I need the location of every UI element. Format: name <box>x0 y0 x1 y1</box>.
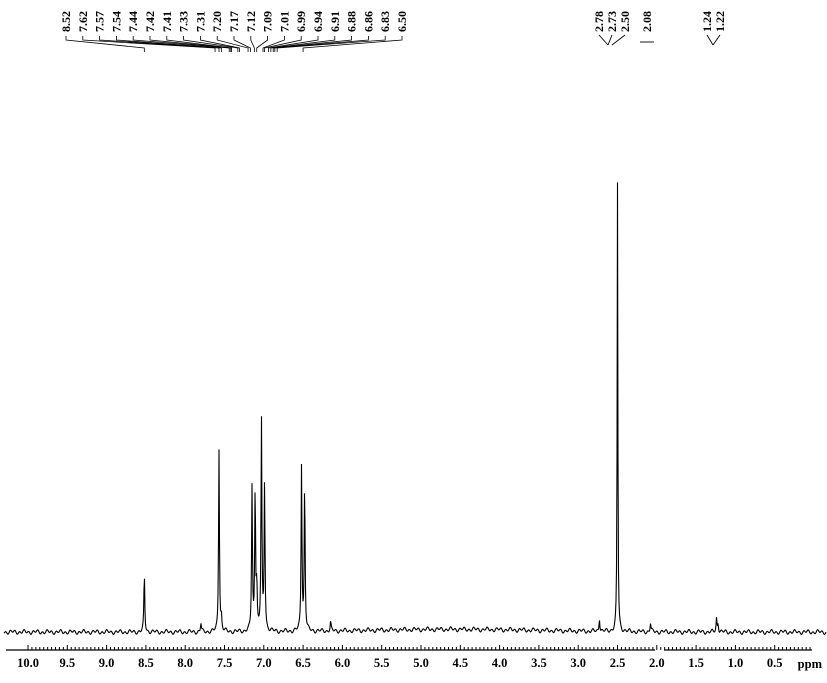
peak-leader-lines <box>65 34 721 52</box>
peak-leader-line <box>611 34 626 46</box>
peak-label: 7.12 <box>244 11 258 32</box>
peak-label: 7.54 <box>109 11 123 32</box>
x-tick-label: 7.0 <box>256 656 272 670</box>
peak-leader-line <box>216 36 249 52</box>
peak-label: 1.22 <box>713 11 727 32</box>
x-axis-unit-label: ppm <box>798 657 823 671</box>
peak-label: 7.33 <box>177 11 191 32</box>
x-tick-label: 6.0 <box>335 656 351 670</box>
peak-leader-line <box>166 36 232 52</box>
peak-leader-line <box>706 34 714 46</box>
x-tick-label: 1.5 <box>688 656 704 670</box>
x-tick-label: 3.5 <box>531 656 547 670</box>
peak-label: 7.09 <box>261 11 275 32</box>
peak-label: 2.50 <box>618 11 632 32</box>
peak-label: 6.88 <box>345 11 359 32</box>
peak-label: 6.91 <box>328 11 342 32</box>
peak-label: 7.17 <box>227 11 241 32</box>
peak-leader-line <box>132 36 230 52</box>
peak-label: 7.41 <box>160 11 174 32</box>
peak-label: 6.86 <box>361 11 375 32</box>
peak-leader-line <box>302 36 403 52</box>
peak-leader-line <box>270 36 336 52</box>
peak-label: 7.20 <box>210 11 224 32</box>
peak-label: 7.57 <box>93 11 107 32</box>
peak-label: 6.83 <box>378 11 392 32</box>
peak-leader-line <box>264 36 302 52</box>
x-axis: 10.0 9.5 9.0 8.5 8.0 7.5 7.0 6.5 6.0 5.5 5.0 4.5 4.0… <box>6 645 812 670</box>
x-tick-label: 2.0 <box>649 656 665 670</box>
peak-leader-line <box>272 36 352 52</box>
peak-label: 2.78 <box>592 11 606 32</box>
peak-leader-line <box>607 34 613 46</box>
x-tick-label: 8.0 <box>177 656 193 670</box>
peak-leader-line <box>82 36 216 52</box>
x-tick-label: 10.0 <box>17 656 39 670</box>
peak-label: 2.73 <box>605 11 619 32</box>
x-tick-label: 1.0 <box>728 656 744 670</box>
peak-leader-line <box>250 36 255 52</box>
peak-label: 1.24 <box>700 11 714 32</box>
x-tick-label: 9.0 <box>99 656 115 670</box>
peak-label: 7.44 <box>126 11 140 32</box>
x-tick-label: 8.5 <box>138 656 154 670</box>
peak-leader-line <box>200 36 240 52</box>
peak-leader-line <box>262 36 285 52</box>
peak-leader-line <box>233 36 251 52</box>
peak-leader-line <box>268 36 319 52</box>
peak-leader-line <box>256 36 268 52</box>
peak-leader-line <box>276 36 386 52</box>
peak-leader-line <box>149 36 232 52</box>
x-tick-label: 6.5 <box>295 656 311 670</box>
peak-label: 7.42 <box>143 11 157 32</box>
peak-leader-line <box>116 36 222 52</box>
peak-label: 7.62 <box>76 11 90 32</box>
x-tick-label: 3.0 <box>570 656 586 670</box>
peak-label: 6.50 <box>395 11 409 32</box>
peak-label: 7.01 <box>277 11 291 32</box>
x-tick-label: 5.0 <box>413 656 429 670</box>
peak-leader-line <box>183 36 239 52</box>
peak-label: 6.99 <box>294 11 308 32</box>
x-tick-label: 5.5 <box>374 656 390 670</box>
spectrum-trace <box>3 182 827 636</box>
peak-label: 2.08 <box>640 11 654 32</box>
peak-label: 6.94 <box>311 11 325 32</box>
x-tick-label: 0.5 <box>767 656 783 670</box>
peak-label: 7.31 <box>193 11 207 32</box>
peak-label: 8.52 <box>59 11 73 32</box>
peak-leader-line <box>712 34 721 46</box>
x-tick-label: 4.5 <box>452 656 468 670</box>
x-tick-label: 4.0 <box>492 656 508 670</box>
x-tick-label: 2.5 <box>610 656 626 670</box>
x-tick-label: 9.5 <box>59 656 75 670</box>
peak-leader-line <box>65 36 145 52</box>
peak-leader-line <box>274 36 369 52</box>
x-tick-label: 7.5 <box>217 656 233 670</box>
peak-leader-line <box>598 34 609 46</box>
peak-leader-line <box>99 36 220 52</box>
peak-label-group: 8.52 7.62 7.57 7.54 7.44 7.42 7.41 7.33 7.31 7.20… <box>59 11 727 32</box>
